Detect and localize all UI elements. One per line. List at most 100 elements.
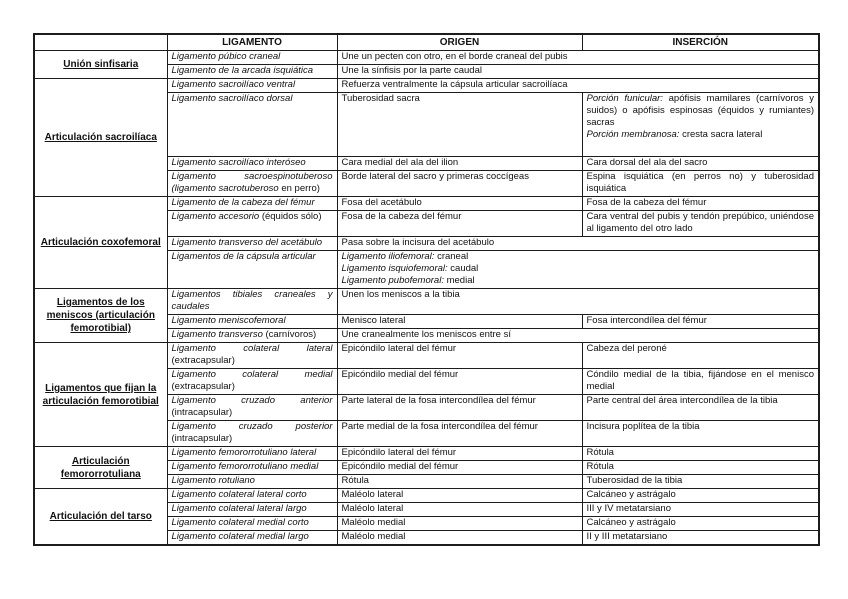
ligament-cell: Ligamento transverso (carnívoros) — [166, 328, 338, 343]
ligament-cell: Ligamento rotuliano — [166, 474, 338, 489]
origin-cell: Menisco lateral — [336, 314, 583, 329]
origin-cell: Une la sínfisis por la parte caudal — [336, 64, 820, 79]
ligament-cell: Ligamento colateral lateral largo — [166, 502, 338, 517]
header-joint — [33, 33, 168, 51]
insertion-cell: Fosa intercondílea del fémur — [581, 314, 820, 329]
table-row: Ligamentos de los meniscos (articulación… — [33, 288, 820, 343]
joint-cell: Articulación sacroilíaca — [33, 78, 168, 197]
insertion-cell: Cara ventral del pubis y tendón prepúbic… — [581, 210, 820, 237]
ligament-cell: Ligamento púbico craneal — [166, 50, 338, 65]
origin-cell: Rótula — [336, 474, 583, 489]
header-insertion: INSERCIÓN — [581, 33, 820, 51]
table-row: Ligamento colateral medial largo Maléolo … — [34, 530, 820, 546]
origin-cell: Une un pecten con otro, en el borde cran… — [336, 50, 820, 65]
ligament-cell: Ligamento de la arcada isquiática — [166, 64, 338, 79]
ligament-cell: Ligamentos de la cápsula articular — [166, 250, 338, 289]
header-ligament: LIGAMENTO — [166, 33, 338, 51]
table-row: Ligamento colateral medial (extracapsula… — [34, 368, 820, 395]
origin-cell: Borde lateral del sacro y primeras coccí… — [336, 170, 583, 197]
origin-cell: Parte medial de la fosa intercondílea de… — [336, 420, 583, 447]
table-row: Ligamento colateral medial corto Maléolo … — [34, 516, 820, 531]
joint-cell: Articulación coxofemoral — [33, 196, 168, 289]
table-row: Ligamentos que fijan la articulación fem… — [33, 342, 820, 447]
origin-cell: Maléolo lateral — [336, 502, 583, 517]
ligament-cell: Ligamento colateral lateral (extracapsul… — [166, 342, 338, 369]
insertion-cell: III y IV metatarsiano — [581, 502, 820, 517]
origin-cell: Epicóndilo medial del fémur — [336, 460, 583, 475]
joint-label: Articulación del tarso — [49, 511, 152, 522]
table-row: Ligamento sacroespinotuberoso (ligamento… — [34, 170, 820, 197]
joint-label: Ligamentos de los meniscos (articulación… — [46, 297, 155, 334]
origin-cell: Maléolo medial — [336, 530, 583, 546]
origin-cell: Unen los meniscos a la tibia — [336, 288, 820, 315]
ligament-cell: Ligamentos tibiales craneales y caudales — [166, 288, 338, 315]
table-row: Ligamento transverso (carnívoros) Une cra… — [34, 328, 820, 343]
joint-label: Unión sinfisaria — [63, 59, 139, 70]
joint-label: Articulación sacroilíaca — [44, 132, 157, 143]
ligament-cell: Ligamento accesorio (équidos sólo) — [166, 210, 338, 237]
table-row: Ligamento sacroilíaco dorsal Tuberosidad … — [34, 92, 820, 157]
table-row: Ligamento sacroilíaco interóseo Cara medi… — [34, 156, 820, 171]
insertion-cell: Rótula — [581, 446, 820, 461]
header-origin: ORIGEN — [336, 33, 583, 51]
table-row: Articulación femororrotuliana Ligamento f… — [33, 446, 820, 489]
origin-cell: Fosa del acetábulo — [336, 196, 583, 211]
ligament-cell: Ligamento cruzado anterior (intracapsula… — [166, 394, 338, 421]
joint-cell: Ligamentos de los meniscos (articulación… — [33, 288, 168, 343]
insertion-cell: Parte central del área intercondílea de … — [581, 394, 820, 421]
origin-cell: Maléolo medial — [336, 516, 583, 531]
ligament-cell: Ligamento colateral medial (extracapsula… — [166, 368, 338, 395]
ligament-cell: Ligamento sacroespinotuberoso (ligamento… — [166, 170, 338, 197]
ligament-cell: Ligamento femororrotuliano lateral — [166, 446, 338, 461]
ligament-cell: Ligamento de la cabeza del fémur — [166, 196, 338, 211]
table-row: Ligamento rotuliano Rótula Tuberosidad de … — [34, 474, 820, 489]
insertion-cell: Rótula — [581, 460, 820, 475]
joint-label: Articulación femororrotuliana — [60, 455, 141, 480]
joint-label: Articulación coxofemoral — [40, 237, 161, 248]
ligament-cell: Ligamento meniscofemoral — [166, 314, 338, 329]
insertion-cell: Porción funicular: apófisis mamilares (c… — [581, 92, 820, 157]
ligament-cell: Ligamento femororrotuliano medial — [166, 460, 338, 475]
joint-cell: Unión sinfisaria — [33, 50, 168, 79]
table-row: Ligamentos de la cápsula articular Ligame… — [34, 250, 820, 289]
table-row: Unión sinfisaria Ligamento púbico craneal… — [33, 50, 820, 79]
header-row: LIGAMENTO ORIGEN INSERCIÓN — [33, 33, 820, 51]
insertion-cell: Espina isquiática (en perros no) y tuber… — [581, 170, 820, 197]
origin-cell: Fosa de la cabeza del fémur — [336, 210, 583, 237]
insertion-cell: Cóndilo medial de la tibia, fijándose en… — [581, 368, 820, 395]
table-row: Articulación sacroilíaca Ligamento sacroi… — [33, 78, 820, 197]
insertion-cell: II y III metatarsiano — [581, 530, 820, 546]
ligaments-table: LIGAMENTO ORIGEN INSERCIÓN Unión sinfisa… — [33, 33, 820, 546]
table-body: Unión sinfisaria Ligamento púbico craneal… — [33, 50, 820, 546]
table-row: Ligamento cruzado anterior (intracapsula… — [34, 394, 820, 421]
joint-cell: Articulación femororrotuliana — [33, 446, 168, 489]
origin-cell: Epicóndilo lateral del fémur — [336, 446, 583, 461]
ligament-cell: Ligamento sacroilíaco ventral — [166, 78, 338, 93]
insertion-cell: Incisura poplítea de la tibia — [581, 420, 820, 447]
ligament-cell: Ligamento colateral lateral corto — [166, 488, 338, 503]
ligament-cell: Ligamento colateral medial largo — [166, 530, 338, 546]
origin-cell: Refuerza ventralmente la cápsula articul… — [336, 78, 820, 93]
origin-cell: Tuberosidad sacra — [336, 92, 583, 157]
ligament-cell: Ligamento cruzado posterior (intracapsul… — [166, 420, 338, 447]
joint-cell: Ligamentos que fijan la articulación fem… — [33, 342, 168, 447]
origin-cell: Maléolo lateral — [336, 488, 583, 503]
joint-label: Ligamentos que fijan la articulación fem… — [42, 382, 159, 407]
ligament-cell: Ligamento sacroilíaco dorsal — [166, 92, 338, 157]
table-row: Articulación coxofemoral Ligamento de la … — [33, 196, 820, 289]
insertion-cell: Cara dorsal del ala del sacro — [581, 156, 820, 171]
insertion-cell: Calcáneo y astrágalo — [581, 488, 820, 503]
ligament-cell: Ligamento sacroilíaco interóseo — [166, 156, 338, 171]
origin-cell: Une cranealmente los meniscos entre sí — [336, 328, 820, 343]
insertion-cell: Calcáneo y astrágalo — [581, 516, 820, 531]
insertion-cell: Tuberosidad de la tibia — [581, 474, 820, 489]
insertion-cell: Cabeza del peroné — [581, 342, 820, 369]
ligament-cell: Ligamento colateral medial corto — [166, 516, 338, 531]
joint-cell: Articulación del tarso — [33, 488, 168, 546]
table-row: Ligamento colateral lateral largo Maléolo… — [34, 502, 820, 517]
origin-cell: Pasa sobre la incisura del acetábulo — [336, 236, 820, 251]
origin-cell: Parte lateral de la fosa intercondílea d… — [336, 394, 583, 421]
origin-cell: Cara medial del ala del ilion — [336, 156, 583, 171]
table-row: Ligamento accesorio (équidos sólo) Fosa d… — [34, 210, 820, 237]
